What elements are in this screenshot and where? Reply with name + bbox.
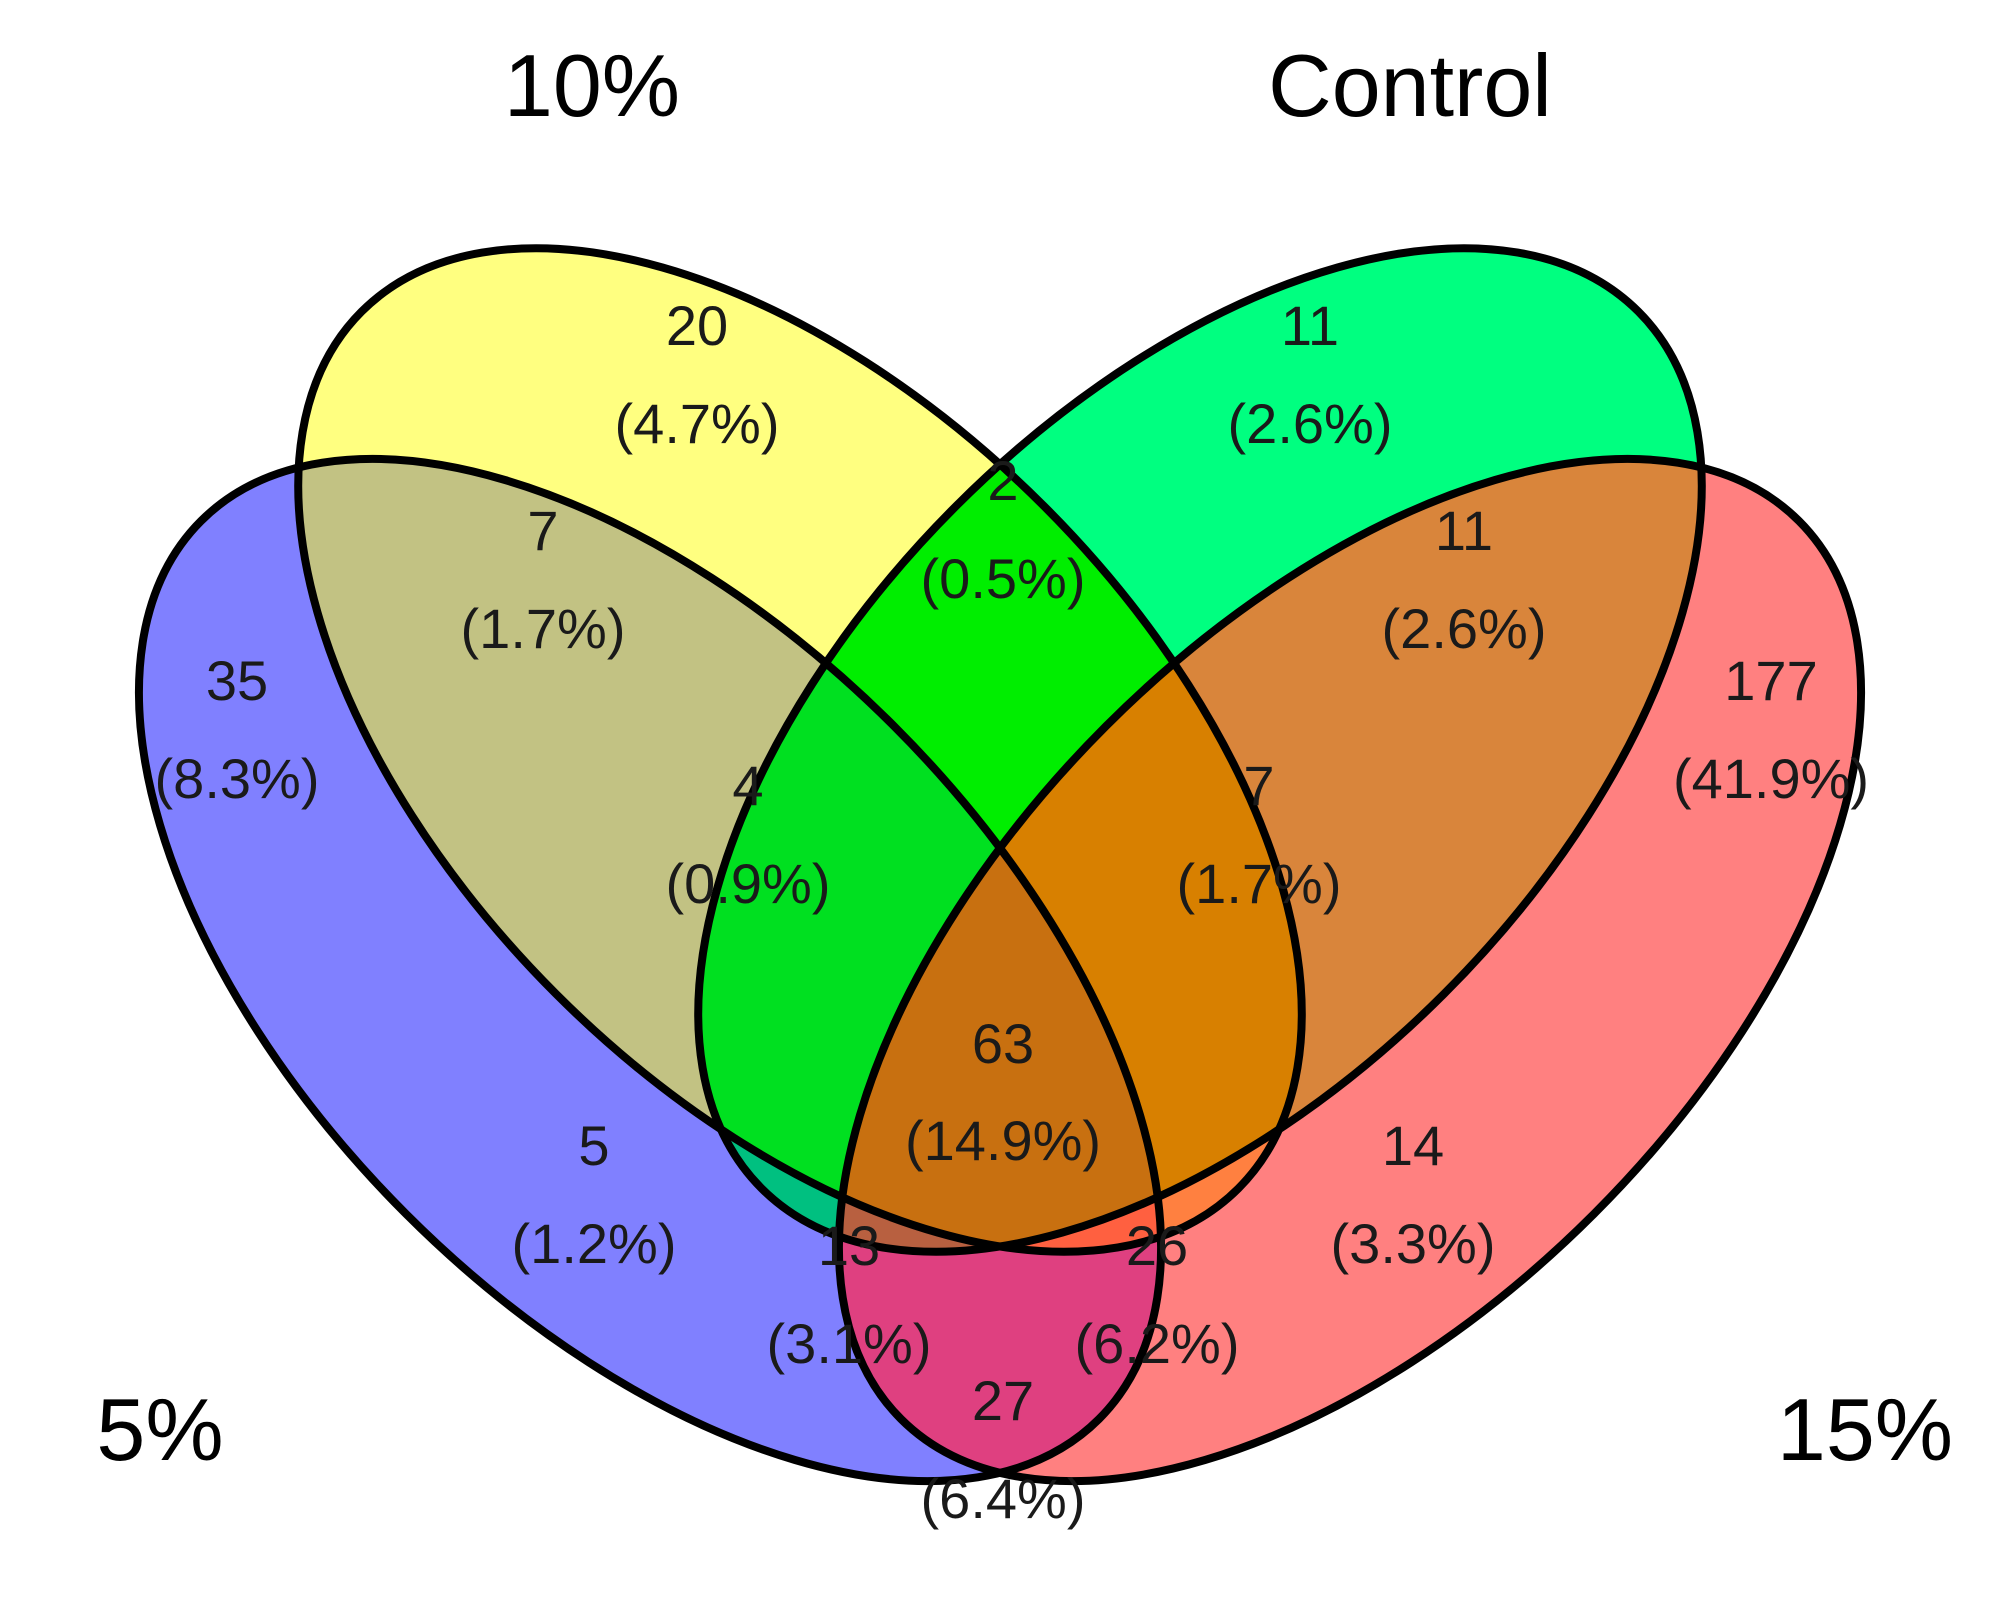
set-5pct-outline [134, 454, 1166, 1486]
region-percent: (41.9%) [1673, 747, 1869, 810]
region-count: 4 [732, 754, 763, 817]
set-labels: 10% Control 5% 15% [96, 36, 1953, 1479]
set-15pct-outline [834, 454, 1866, 1486]
region-count: 13 [818, 1214, 880, 1277]
region-control-only: 11 (2.6%) [1228, 294, 1393, 455]
set-label-15pct: 15% [1777, 1380, 1953, 1479]
region-percent: (6.2%) [1075, 1312, 1240, 1375]
region-5-10-control: 4 (0.9%) [666, 754, 831, 915]
region-5-10-15: 26 (6.2%) [1075, 1214, 1240, 1375]
region-percent: (0.9%) [666, 852, 831, 915]
region-count: 7 [527, 499, 558, 562]
region-count: 14 [1382, 1114, 1444, 1177]
region-5-control: 5 (1.2%) [512, 1114, 677, 1275]
set-10pct-outline [294, 244, 1306, 1256]
set-label-5pct: 5% [96, 1380, 223, 1479]
region-count: 11 [1435, 499, 1493, 562]
region-count: 5 [578, 1114, 609, 1177]
set-label-10pct: 10% [504, 36, 680, 135]
region-count: 7 [1243, 754, 1274, 817]
region-count: 177 [1724, 649, 1817, 712]
region-count: 63 [972, 1012, 1034, 1075]
region-percent: (0.5%) [921, 547, 1086, 610]
region-5-15: 27 (6.4%) [921, 1369, 1086, 1530]
region-percent: (8.3%) [155, 747, 320, 810]
region-count: 2 [987, 449, 1018, 512]
region-percent: (1.7%) [1177, 852, 1342, 915]
region-10-15: 14 (3.3%) [1331, 1114, 1496, 1275]
set-label-control: Control [1268, 36, 1552, 135]
region-all: 63 (14.9%) [905, 1012, 1101, 1172]
set-control-outline [694, 244, 1706, 1256]
region-control-15: 11 (2.6%) [1382, 499, 1547, 660]
region-count: 11 [1281, 294, 1339, 357]
region-percent: (1.7%) [461, 597, 626, 660]
region-percent: (1.2%) [512, 1212, 677, 1275]
region-15-only: 177 (41.9%) [1673, 649, 1869, 810]
region-5-only: 35 (8.3%) [155, 649, 320, 810]
region-5-10: 7 (1.7%) [461, 499, 626, 660]
region-10-only: 20 (4.7%) [615, 294, 780, 455]
region-percent: (2.6%) [1382, 597, 1547, 660]
region-percent: (2.6%) [1228, 392, 1393, 455]
region-labels: 35 (8.3%) 20 (4.7%) 11 (2.6%) 177 (41.9%… [155, 294, 1870, 1530]
region-percent: (14.9%) [905, 1109, 1101, 1172]
region-percent: (6.4%) [921, 1467, 1086, 1530]
region-count: 26 [1126, 1214, 1188, 1277]
region-5-control-15: 13 (3.1%) [767, 1214, 932, 1375]
region-percent: (3.1%) [767, 1312, 932, 1375]
set-outlines [134, 244, 1866, 1486]
region-count: 27 [972, 1369, 1034, 1432]
region-count: 20 [666, 294, 728, 357]
region-10-control: 2 (0.5%) [921, 449, 1086, 610]
region-10-control-15: 7 (1.7%) [1177, 754, 1342, 915]
region-count: 35 [206, 649, 268, 712]
region-percent: (3.3%) [1331, 1212, 1496, 1275]
region-percent: (4.7%) [615, 392, 780, 455]
